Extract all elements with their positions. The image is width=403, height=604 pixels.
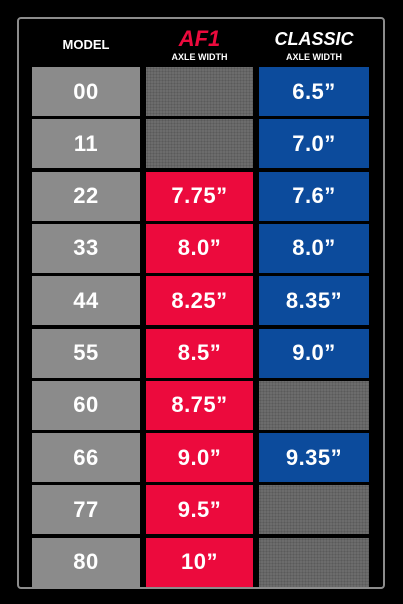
header-model: MODEL	[62, 37, 110, 52]
model-cell: 80	[32, 537, 140, 587]
header-classic-sub: AXLE WIDTH	[286, 52, 342, 62]
model-cell: 44	[32, 276, 140, 326]
af1-cell: 9.5”	[146, 485, 253, 535]
model-cell: 66	[32, 433, 140, 483]
model-cell: 77	[32, 485, 140, 535]
classic-cell: 6.5”	[259, 67, 369, 116]
empty-cell	[259, 485, 369, 535]
model-cell: 60	[32, 380, 140, 430]
af1-cell: 10”	[146, 537, 253, 587]
af1-cell: 7.75”	[146, 171, 253, 221]
model-cell: 00	[32, 67, 140, 116]
empty-cell	[146, 67, 253, 116]
af1-cell: 9.0”	[146, 433, 253, 483]
af1-cell: 8.25”	[146, 276, 253, 326]
empty-cell	[259, 380, 369, 430]
af1-cell: 8.5”	[146, 328, 253, 378]
header-classic: CLASSIC	[274, 29, 354, 49]
classic-cell: 8.0”	[259, 223, 369, 273]
empty-cell	[146, 119, 253, 169]
classic-cell: 8.35”	[259, 276, 369, 326]
model-cell: 33	[32, 223, 140, 273]
af1-cell: 8.75”	[146, 380, 253, 430]
empty-cell	[259, 537, 369, 587]
model-cell: 11	[32, 119, 140, 169]
model-cell: 55	[32, 328, 140, 378]
model-cell: 22	[32, 171, 140, 221]
header-af1: AF1	[178, 26, 221, 51]
classic-cell: 9.0”	[259, 328, 369, 378]
header-af1-sub: AXLE WIDTH	[171, 52, 228, 62]
classic-cell: 9.35”	[259, 433, 369, 483]
classic-cell: 7.6”	[259, 171, 369, 221]
classic-cell: 7.0”	[259, 119, 369, 169]
af1-cell: 8.0”	[146, 223, 253, 273]
